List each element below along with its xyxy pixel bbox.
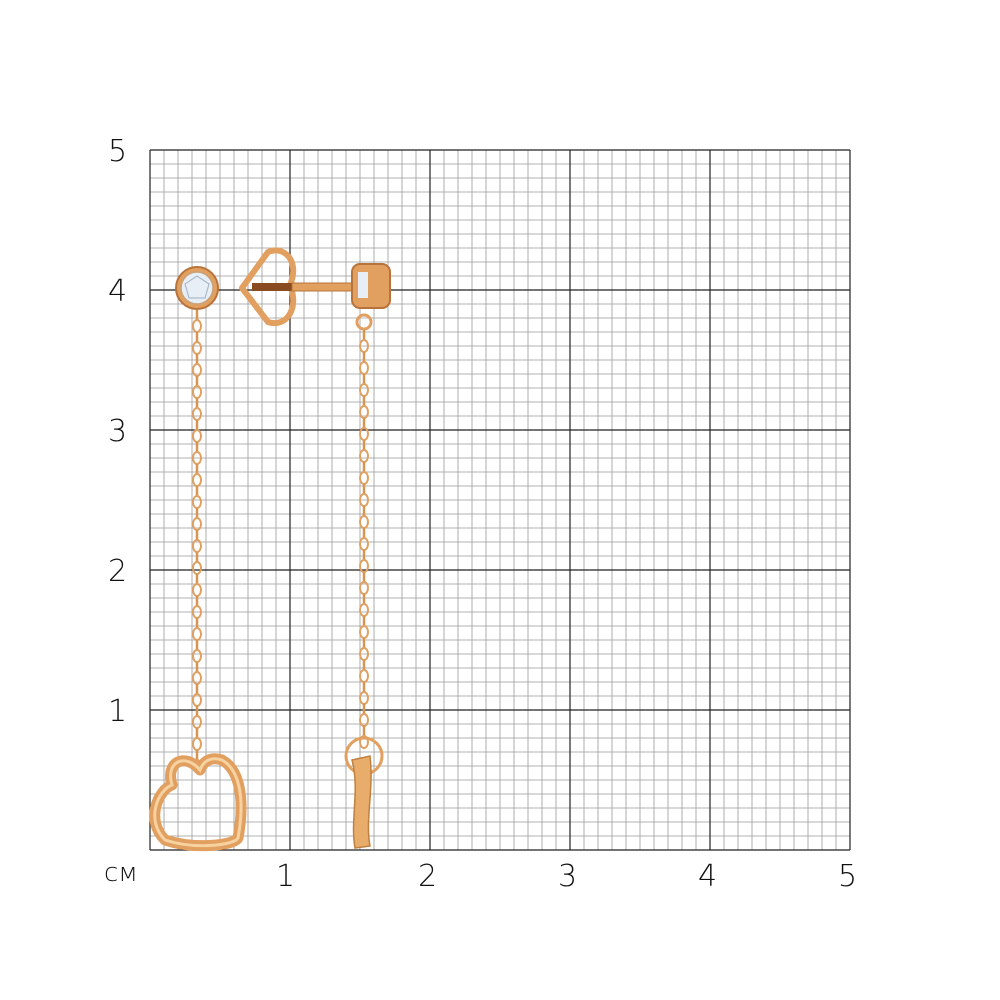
chain-link: [359, 735, 369, 749]
chain-link: [192, 561, 202, 575]
chain-link: [359, 515, 369, 529]
chain-link: [192, 627, 202, 641]
x-label-1: 1: [276, 859, 296, 894]
chain-link: [192, 649, 202, 663]
chain-link: [359, 691, 369, 705]
earrings-image: [149, 247, 391, 852]
chain-link: [192, 429, 202, 443]
major-grid-lines: [149, 149, 851, 851]
chain-link: [359, 383, 369, 397]
x-label-2: 2: [418, 859, 438, 894]
y-label-2: 2: [108, 554, 128, 589]
chain-link: [192, 583, 202, 597]
chain-right: [359, 330, 369, 749]
unit-label: см: [104, 858, 138, 888]
heart-pendant-side: [344, 736, 384, 849]
chain-link: [192, 319, 202, 333]
chain-left: [192, 310, 202, 773]
chain-link: [192, 715, 202, 729]
chain-link: [192, 495, 202, 509]
chain-link: [359, 669, 369, 683]
chain-link: [359, 625, 369, 639]
y-label-5: 5: [108, 134, 128, 169]
chain-link: [192, 473, 202, 487]
stud-stone: [175, 266, 219, 310]
x-label-4: 4: [698, 859, 718, 894]
x-label-3: 3: [558, 859, 578, 894]
x-label-5: 5: [838, 859, 858, 894]
heart-pendant: [149, 753, 247, 852]
chain-link: [359, 537, 369, 551]
y-label-4: 4: [108, 274, 128, 309]
heart-screw-back: [239, 247, 391, 331]
chain-link: [192, 407, 202, 421]
chain-link: [192, 737, 202, 751]
chain-link: [359, 361, 369, 375]
y-label-1: 1: [108, 694, 128, 729]
minor-grid-lines: [150, 150, 850, 850]
chain-link: [359, 471, 369, 485]
y-label-3: 3: [108, 414, 128, 449]
chain-link: [359, 603, 369, 617]
chain-link: [192, 341, 202, 355]
chain-link: [359, 449, 369, 463]
